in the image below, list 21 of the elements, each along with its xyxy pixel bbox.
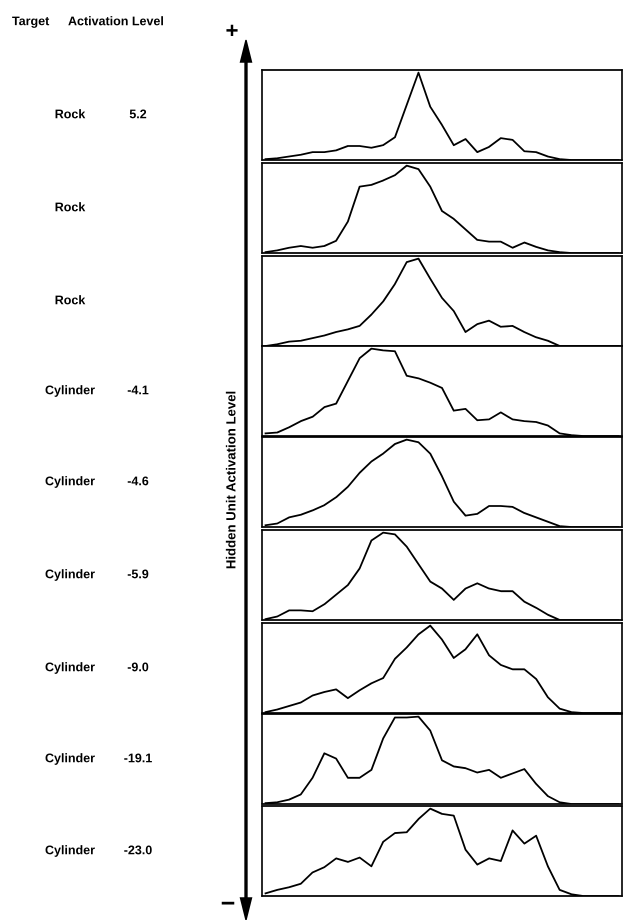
text: -4.6 xyxy=(128,476,148,486)
text: Target xyxy=(12,16,50,28)
text: Activation Level xyxy=(68,16,163,26)
text: Cylinder xyxy=(46,569,95,581)
text: Rock xyxy=(56,202,86,212)
text: + xyxy=(226,24,238,36)
text: Cylinder xyxy=(46,385,95,397)
text: Hidden Unit Activation Level xyxy=(226,392,236,568)
text: Cylinder xyxy=(46,476,95,488)
text: 5.2 xyxy=(130,110,146,118)
text: -23.0 xyxy=(124,846,152,854)
text: Cylinder xyxy=(46,662,95,674)
text: -4.1 xyxy=(128,386,148,394)
text: Rock xyxy=(56,295,86,304)
text: − xyxy=(222,902,234,905)
text: Cylinder xyxy=(46,845,95,857)
text: Rock xyxy=(56,109,86,118)
text: -9.0 xyxy=(128,662,148,672)
text: Cylinder xyxy=(46,753,95,765)
text: -19.1 xyxy=(124,754,152,762)
text: -5.9 xyxy=(128,570,148,578)
